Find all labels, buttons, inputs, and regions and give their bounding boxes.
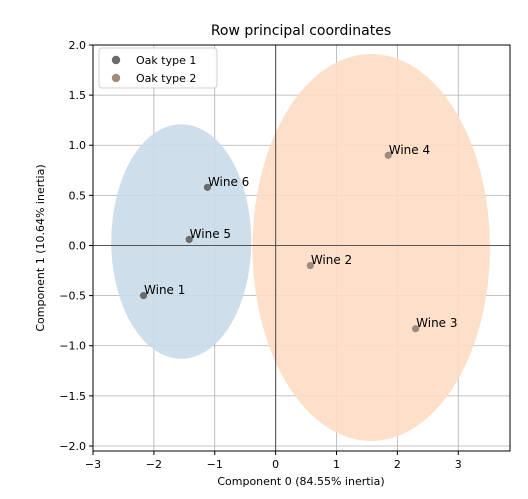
x-axis-ticks: −3 −2 −1 0 1 2 3 [85, 451, 462, 471]
data-point [139, 292, 148, 300]
legend-entries: Oak type 1 Oak type 2 [111, 54, 196, 85]
legend-marker [111, 55, 121, 65]
y-tick-label: 0.0 [69, 239, 87, 252]
legend-label: Oak type 2 [136, 72, 196, 85]
y-axis-ticks: −2.0 −1.5 −1.0 −0.5 0.0 0.5 1.0 1.5 2.0 [59, 39, 93, 453]
x-tick-label: −2 [146, 458, 162, 471]
plot-frame [92, 44, 511, 452]
data-point [384, 151, 392, 159]
y-tick-label: 0.5 [69, 189, 87, 202]
plot-area: Wine 1 Wine 5 Wine 6 Wine 2 Wine 3 Wine 4 [92, 44, 511, 452]
point-label: Wine 4 [389, 143, 430, 157]
data-point [185, 235, 193, 244]
point-label: Wine 3 [416, 316, 457, 330]
x-tick-label: 2 [394, 458, 401, 471]
y-tick-label: 1.5 [69, 89, 87, 102]
point-label: Wine 2 [311, 253, 352, 267]
point-label: Wine 1 [144, 283, 185, 297]
x-tick-label: 1 [333, 458, 340, 471]
zero-lines [93, 45, 510, 451]
y-tick-label: 2.0 [69, 39, 87, 52]
legend-box [98, 47, 218, 89]
point-label: Wine 6 [208, 175, 249, 189]
y-tick-label: −0.5 [59, 290, 86, 303]
x-tick-label: 0 [272, 458, 279, 471]
x-axis-label: Component 0 (84.55% inertia) [217, 475, 384, 488]
legend-marker [111, 73, 121, 83]
point-label: Wine 5 [190, 227, 231, 241]
confidence-ellipse [252, 54, 490, 441]
y-tick-label: 1.0 [69, 139, 87, 152]
legend: Oak type 1 Oak type 2 [98, 47, 218, 89]
y-tick-label: −1.5 [59, 390, 86, 403]
x-tick-label: −3 [85, 458, 101, 471]
legend-label: Oak type 1 [136, 54, 196, 67]
data-point [306, 261, 314, 270]
x-tick-label: 3 [455, 458, 462, 471]
data-point [203, 183, 212, 191]
data-point [412, 325, 420, 333]
chart-title: Row principal coordinates [211, 23, 391, 39]
confidence-ellipse [111, 124, 252, 359]
y-tick-label: −1.0 [59, 340, 86, 353]
x-tick-label: −1 [207, 458, 223, 471]
data-points: Wine 1 Wine 5 Wine 6 Wine 2 Wine 3 Wine 4 [139, 143, 458, 333]
y-tick-label: −2.0 [59, 440, 86, 453]
confidence-ellipses [111, 54, 490, 441]
y-axis-label: Component 1 (10.64% inertia) [34, 164, 47, 331]
